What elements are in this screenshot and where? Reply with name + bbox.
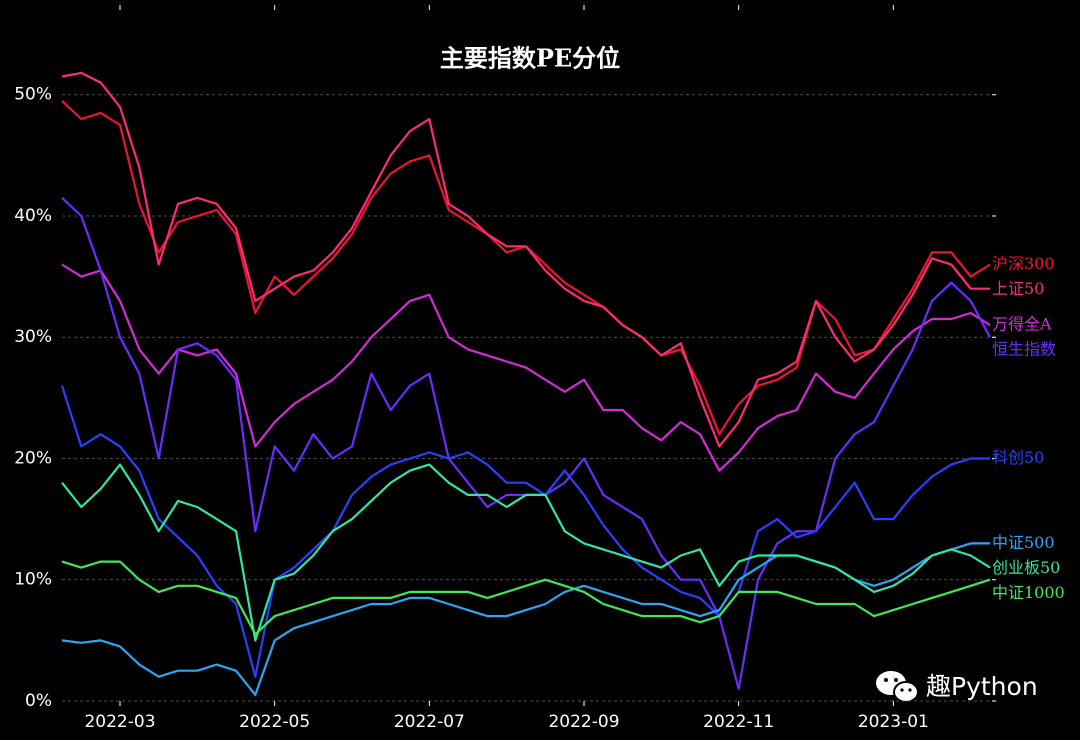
x-tick-label: 2023-01 bbox=[858, 712, 929, 732]
legend-label: 万得全A bbox=[992, 315, 1052, 334]
y-tick-label: 0% bbox=[25, 691, 52, 711]
x-tick-label: 2022-11 bbox=[703, 712, 774, 732]
y-tick-label: 50% bbox=[14, 85, 52, 105]
legend-label: 沪深300 bbox=[992, 254, 1055, 273]
legend-label: 科创50 bbox=[992, 448, 1044, 467]
y-tick-label: 40% bbox=[14, 206, 52, 226]
x-tick-label: 2022-05 bbox=[239, 712, 310, 732]
x-tick-label: 2022-09 bbox=[548, 712, 619, 732]
legend-label: 中证500 bbox=[992, 533, 1055, 552]
watermark: 趣Python bbox=[926, 672, 1038, 701]
watermark-icon bbox=[876, 671, 919, 703]
x-tick-label: 2022-07 bbox=[394, 712, 465, 732]
y-tick-label: 30% bbox=[14, 327, 52, 347]
legend-label: 恒生指数 bbox=[992, 340, 1056, 359]
legend-label: 创业板50 bbox=[992, 558, 1060, 577]
series-line bbox=[60, 385, 990, 678]
series-line bbox=[61, 560, 991, 636]
series-line bbox=[61, 263, 991, 472]
series-line bbox=[61, 463, 991, 642]
legend-label: 上证50 bbox=[992, 279, 1044, 298]
chart-title: 主要指数PE分位 bbox=[440, 44, 620, 73]
y-tick-label: 20% bbox=[14, 448, 52, 468]
legend-label: 中证1000 bbox=[992, 583, 1065, 602]
x-tick-label: 2022-03 bbox=[84, 712, 155, 732]
series-line bbox=[61, 71, 990, 448]
y-tick-label: 10% bbox=[14, 570, 52, 590]
